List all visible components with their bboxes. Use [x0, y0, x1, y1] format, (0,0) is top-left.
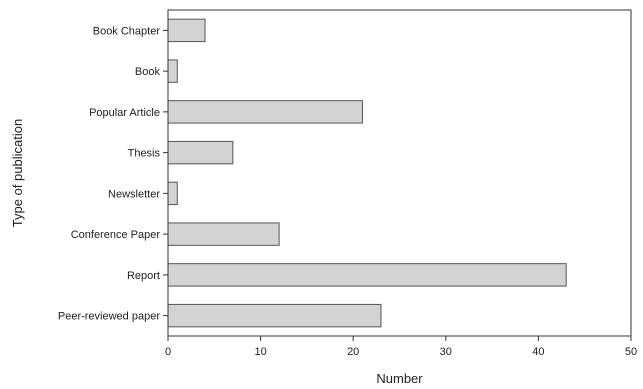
x-tick-label: 0	[165, 346, 171, 358]
category-label: Conference Paper	[71, 229, 161, 241]
x-tick-label: 10	[254, 346, 266, 358]
x-tick-label: 30	[440, 346, 452, 358]
plot-frame	[167, 9, 632, 337]
bar-newsletter	[167, 181, 178, 206]
x-axis-title: Number	[376, 371, 423, 386]
x-ticks: 0 10 20 30 40 50	[165, 336, 637, 358]
category-label: Newsletter	[108, 188, 160, 200]
category-label: Book Chapter	[93, 25, 161, 37]
category-label: Book	[135, 66, 161, 78]
bar-conference-paper	[167, 222, 280, 246]
bar-book-chapter	[167, 18, 206, 43]
y-axis-title: Type of publication	[10, 119, 25, 227]
bar-peer-reviewed-paper	[167, 303, 382, 328]
category-label: Peer-reviewed paper	[58, 311, 160, 323]
x-tick-label: 20	[347, 346, 359, 358]
category-label: Thesis	[128, 148, 161, 160]
bar-thesis	[167, 140, 234, 165]
category-labels: Book Chapter Book Popular Article Thesis New…	[58, 25, 168, 323]
x-tick-label: 40	[532, 346, 544, 358]
bar-popular-article	[167, 100, 363, 124]
x-tick-label: 50	[625, 346, 637, 358]
category-label: Popular Article	[89, 107, 160, 119]
category-label: Report	[127, 270, 160, 282]
bar-report	[167, 263, 567, 287]
bar-book	[167, 59, 178, 83]
bars-group	[167, 18, 567, 328]
